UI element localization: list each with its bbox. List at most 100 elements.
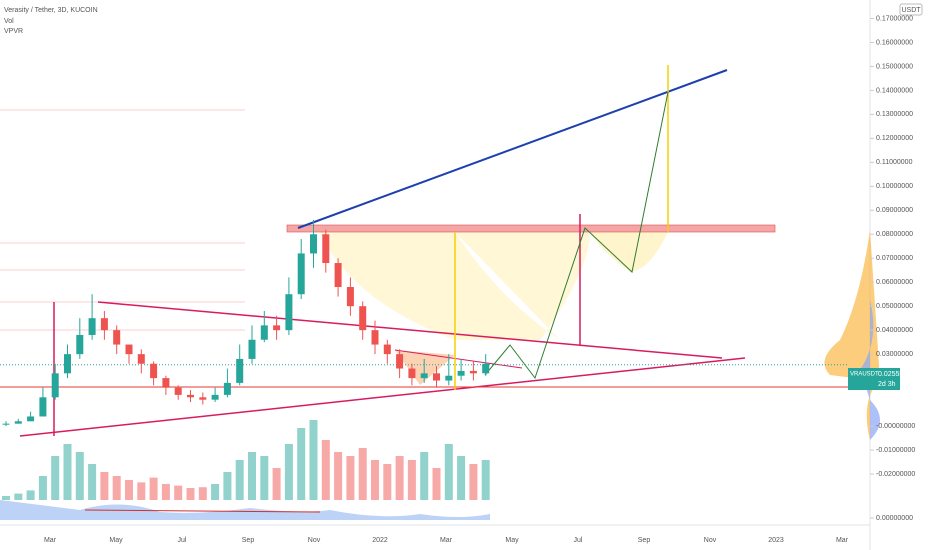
x-tick-label: Jul	[178, 537, 187, 544]
indicator: VPVR	[4, 28, 23, 35]
candle-body	[2, 423, 10, 425]
y-tick-label: 0.12000000	[876, 135, 913, 142]
volume-bar	[395, 456, 404, 500]
candle-body	[334, 263, 342, 288]
volume-bar	[260, 456, 269, 500]
volume-bar	[161, 484, 170, 500]
candle-body	[396, 354, 404, 369]
volume-bar	[334, 452, 343, 500]
candle-body	[359, 306, 367, 331]
candle-body	[100, 318, 108, 331]
y-tick-label: 0.17000000	[876, 15, 913, 22]
candle-body	[383, 344, 391, 355]
volume-bar	[481, 460, 490, 500]
volume-bar	[272, 468, 281, 500]
volume-bar	[432, 468, 441, 500]
candle-body	[285, 294, 293, 331]
candle-body	[64, 354, 71, 374]
candle-body	[113, 330, 121, 345]
currency-badge[interactable]	[899, 3, 923, 16]
volume-bar	[371, 460, 379, 500]
y-tick-label: 0.16000000	[876, 39, 913, 46]
y-tick-label: 0.04000000	[876, 327, 913, 334]
candle-body	[346, 287, 354, 307]
x-tick-label: Nov	[308, 537, 321, 544]
countdown: 2d 3h	[878, 381, 896, 388]
volume-bar	[309, 420, 318, 500]
candle-body	[150, 363, 158, 379]
candle-body	[310, 234, 317, 254]
volume-bar	[63, 444, 72, 500]
candle-body	[297, 253, 305, 295]
volume-bar	[38, 476, 47, 500]
candle-body	[469, 370, 477, 374]
x-tick-label: May	[109, 537, 123, 544]
y-tick-label: 0.07000000	[876, 255, 913, 262]
candle-body	[174, 387, 182, 395]
y-tick-label: 0.14000000	[876, 87, 913, 94]
annotations	[0, 65, 880, 520]
candle-body	[51, 373, 59, 398]
volume-bar	[469, 464, 478, 500]
candle-body	[236, 358, 244, 383]
volume-bar	[284, 444, 293, 500]
candle-body	[322, 234, 330, 264]
y-tick-label: -0.02000000	[876, 471, 915, 478]
y-tick-label: 0.06000000	[876, 279, 913, 286]
volume-bar	[198, 487, 207, 500]
y-tick-label: 0.15000000	[876, 63, 913, 70]
indicator: Vol	[4, 18, 14, 25]
candle-body	[371, 330, 379, 345]
x-tick-label: Mar	[440, 537, 453, 544]
oscillator-tick-label: 0.00000000	[876, 515, 913, 522]
volume-bar	[14, 493, 23, 500]
volume-bar	[137, 482, 146, 500]
candle-body	[76, 334, 84, 355]
candle-body	[457, 370, 465, 376]
volume-bar	[358, 448, 367, 500]
candle-body	[187, 394, 194, 398]
x-tick-label: 2022	[372, 537, 388, 544]
candle-body	[211, 394, 219, 400]
x-tick-label: Mar	[836, 537, 849, 544]
volume-bar	[211, 484, 220, 500]
volume-bar	[186, 488, 195, 500]
last-price-label: 0.02555207	[878, 371, 915, 378]
volume-bar	[235, 460, 244, 500]
volume-bar	[383, 464, 392, 500]
volume-bar	[149, 477, 158, 500]
x-tick-label: Sep	[638, 537, 651, 544]
candle-body	[137, 354, 145, 364]
volume-bar	[321, 440, 330, 500]
y-tick-label: -0.00000000	[876, 423, 915, 430]
candle-body	[433, 373, 440, 381]
candle-body	[199, 397, 207, 400]
x-tick-label: Nov	[704, 537, 717, 544]
currency: USDT	[901, 7, 921, 14]
candle-body	[273, 325, 281, 331]
y-tick-label: 0.09000000	[876, 207, 913, 214]
y-tick-label: 0.08000000	[876, 231, 913, 238]
volume-bar	[407, 460, 416, 500]
volume-bar	[223, 472, 232, 500]
symbol: VRAUSDT	[850, 372, 879, 378]
volume-bar	[100, 472, 109, 500]
chart-title: Verasity / Tether, 3D, KUCOIN	[4, 7, 98, 14]
volume-bar	[248, 452, 256, 500]
price-label-bg	[848, 368, 900, 390]
candle-body	[125, 344, 133, 355]
volume-bar	[125, 480, 133, 500]
volume-bar	[51, 456, 60, 500]
volume-bar	[26, 490, 35, 500]
candle-body	[248, 339, 256, 359]
volume-bar	[420, 452, 429, 500]
volume-bar	[112, 476, 121, 500]
y-tick-label: 0.11000000	[876, 159, 913, 166]
y-tick-label: 0.10000000	[876, 183, 913, 190]
volume-bar	[75, 452, 84, 500]
volume-bar	[2, 496, 10, 500]
volume-bar	[174, 485, 183, 500]
x-tick-label: 2023	[768, 537, 784, 544]
volume-bar	[346, 456, 355, 500]
